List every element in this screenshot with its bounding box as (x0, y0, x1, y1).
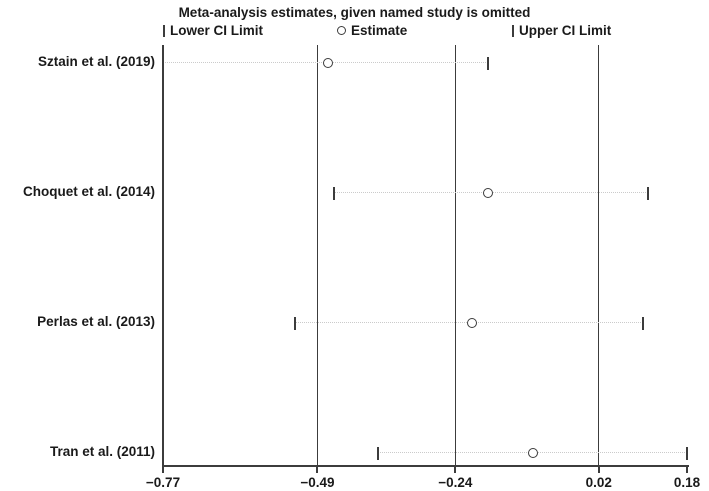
legend-estimate-label: Estimate (351, 23, 408, 38)
study-label: Perlas et al. (2013) (37, 314, 155, 329)
estimate-circle-icon (337, 26, 346, 35)
legend-upper-label: Upper CI Limit (519, 23, 612, 38)
upper-ci-tick (686, 446, 688, 460)
x-axis-tick (454, 467, 457, 473)
x-axis-tick-label: 0.18 (673, 475, 701, 490)
lower-ci-tick-icon (163, 24, 165, 37)
reference-line (597, 45, 600, 465)
lower-ci-tick (162, 56, 164, 70)
x-axis-tick (316, 467, 319, 473)
lower-ci-tick (294, 316, 297, 330)
x-axis-tick-label: 0.02 (585, 475, 612, 490)
x-axis-tick-label: −0.24 (438, 475, 473, 490)
study-label: Choquet et al. (2014) (22, 184, 155, 199)
estimate-marker (466, 318, 477, 328)
legend-item-estimate: Estimate (337, 22, 407, 39)
x-axis-tick (597, 467, 600, 473)
lower-ci-tick (377, 446, 380, 460)
estimate-marker (527, 448, 538, 458)
x-axis-tick-label: −0.49 (300, 475, 335, 490)
legend-item-lower-ci: Lower CI Limit (163, 22, 263, 39)
x-axis-tick (162, 467, 164, 473)
estimate-marker (483, 188, 494, 198)
upper-ci-tick-icon (512, 24, 514, 37)
study-label: Sztain et al. (2019) (37, 54, 155, 69)
lower-ci-tick (332, 186, 335, 200)
x-axis-line (162, 465, 689, 467)
legend-item-upper-ci: Upper CI Limit (512, 22, 611, 39)
chart-title: Meta-analysis estimates, given named stu… (178, 5, 531, 20)
x-axis-tick-label: −0.77 (145, 475, 181, 490)
upper-ci-tick (641, 316, 644, 330)
upper-ci-tick (647, 186, 650, 200)
estimate-marker (323, 58, 334, 68)
reference-line (454, 45, 457, 465)
y-axis-line (162, 45, 164, 467)
upper-ci-tick (487, 56, 490, 70)
plot-area: −0.77 −0.49 −0.24 0.02 0.18 (146, 45, 700, 490)
x-axis-tick (686, 467, 688, 473)
reference-line (316, 45, 319, 465)
study-label: Tran et al. (2011) (49, 444, 155, 459)
legend-lower-label: Lower CI Limit (170, 23, 264, 38)
